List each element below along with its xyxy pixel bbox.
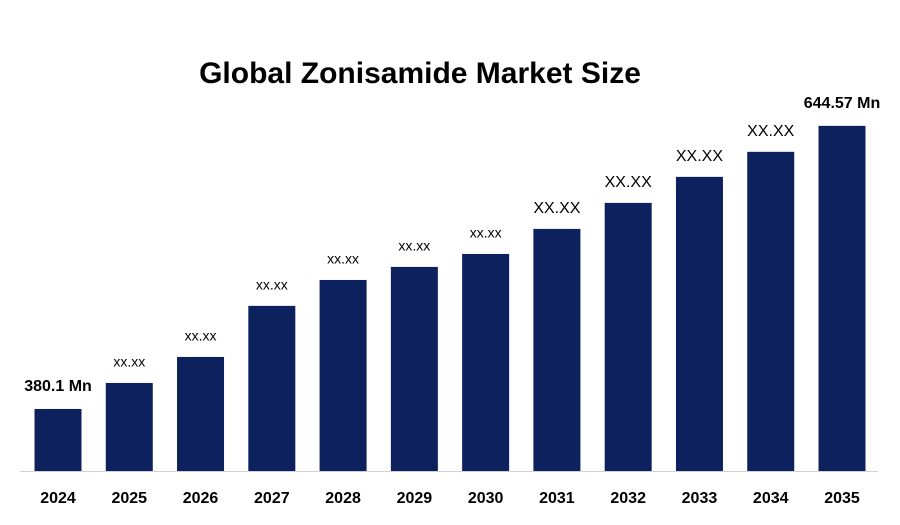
x-tick-label: 2035 (824, 490, 860, 507)
value-label: XX.XX (533, 200, 580, 217)
bar (747, 151, 795, 471)
value-label: XX.XX (747, 123, 794, 140)
x-tick-label: 2029 (397, 490, 433, 507)
x-tick-label: 2031 (539, 490, 575, 507)
value-label: xx.xx (327, 251, 359, 267)
bar (604, 202, 652, 471)
value-label: xx.xx (398, 238, 430, 254)
value-label: 380.1 Mn (24, 378, 92, 395)
bar (533, 228, 581, 471)
chart-title: Global Zonisamide Market Size (199, 57, 641, 90)
bar (390, 266, 438, 471)
value-label: xx.xx (256, 277, 288, 293)
bar (34, 408, 82, 471)
x-tick-label: 2032 (610, 490, 646, 507)
x-tick-label: 2028 (325, 490, 361, 507)
x-tick-label: 2027 (254, 490, 290, 507)
x-tick-label: 2030 (468, 490, 504, 507)
x-tick-label: 2034 (753, 490, 789, 507)
bar (462, 253, 510, 471)
value-label: xx.xx (470, 225, 502, 241)
value-label: XX.XX (676, 148, 723, 165)
value-label: xx.xx (185, 328, 217, 344)
value-label: XX.XX (605, 174, 652, 191)
bar (675, 176, 723, 471)
bar (177, 356, 225, 471)
x-tick-label: 2024 (40, 490, 76, 507)
value-label: xx.xx (113, 354, 145, 370)
value-label: 644.57 Mn (804, 95, 880, 112)
bar (818, 125, 866, 472)
x-tick-label: 2033 (682, 490, 718, 507)
bar (105, 382, 153, 471)
bar (319, 279, 367, 471)
x-tick-label: 2026 (183, 490, 219, 507)
bar (248, 305, 296, 471)
x-tick-label: 2025 (111, 490, 147, 507)
